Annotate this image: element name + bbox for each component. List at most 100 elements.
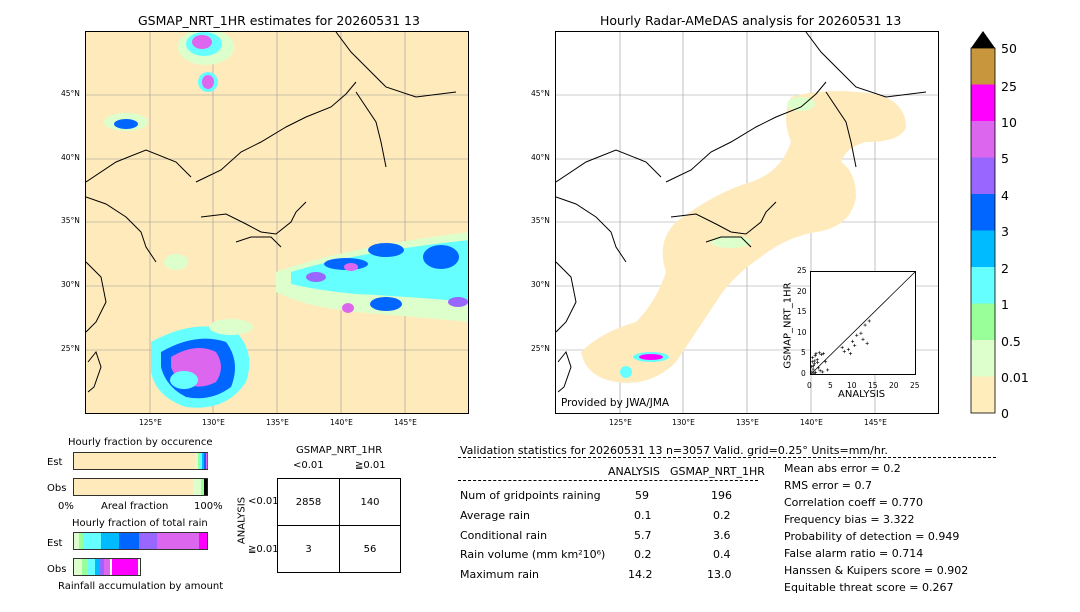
validation-row-analysis: 0.2 [634,548,652,561]
left-lon-tick-130: 130°E [202,418,225,427]
colorbar [970,31,996,414]
scatter-point [810,370,814,374]
validation-header: Validation statistics for 20260531 13 n=… [460,444,888,457]
scatter-plot [809,271,916,375]
right-lon-tick-125: 125°E [609,418,632,427]
scatter-point [840,345,844,350]
contingency-row-axis: ANALYSIS [236,496,248,545]
contingency-cell-hits-none: 2858 [295,497,322,508]
scatter-ytick-10: 10 [797,328,807,337]
colorbar-border [970,47,996,414]
colorbar-segment [971,267,995,304]
validation-row-analysis: 59 [635,489,649,502]
right-map-coastlines [556,32,927,393]
scatter-point [863,323,867,327]
colorbar-segment [971,230,995,267]
right-map-credit: Provided by JWA/JMA [561,397,670,409]
scatter-point [853,343,857,348]
scatter-xtick-25: 25 [910,381,920,390]
scatter-point [815,358,819,362]
validation-header-rule [458,457,996,458]
validation-row-analysis: 5.7 [634,529,652,542]
scatter-inset [809,271,916,375]
scatter-point [811,356,815,360]
fraction-occurrence-title: Hourly fraction by occurence [68,437,213,448]
validation-row-gsmap: 196 [711,489,732,502]
score-correlation: Correlation coeff = 0.770 [784,496,923,509]
right-lat-tick-30: 30°N [531,280,550,289]
left-map [85,31,469,414]
scatter-point [842,349,846,354]
scatter-xtick-0: 0 [807,381,812,390]
left-map-title: GSMAP_NRT_1HR estimates for 20260531 13 [138,13,420,28]
colorbar-segment [971,376,995,413]
scatter-point [851,339,855,343]
scatter-point [867,319,871,323]
total-est-label: Est [47,538,63,549]
colorbar-segments [970,47,996,414]
colorbar-label-50: 50 [1001,41,1017,56]
left-lat-tick-40: 40°N [61,153,80,162]
scatter-point [859,331,863,335]
left-lon-tick-125: 125°E [139,418,162,427]
contingency-col-ge: ≧0.01 [355,460,386,471]
scatter-point [821,352,826,356]
scatter-point [865,341,869,345]
validation-row-gsmap: 13.0 [707,568,732,581]
scatter-point [848,352,853,356]
contingency-col-lt: <0.01 [293,460,324,471]
left-map-grid [86,32,468,413]
scatter-point [809,365,814,369]
left-lon-tick-135: 135°E [266,418,289,427]
validation-col-rule [458,480,758,481]
left-map-rain [104,32,468,408]
scatter-point [861,337,865,341]
scatter-diagonal [810,271,916,375]
scatter-xlabel: ANALYSIS [838,389,886,400]
left-map-coastlines [86,32,457,393]
validation-row-analysis: 0.1 [634,509,652,522]
validation-col-gsmap: GSMAP_NRT_1HR [670,465,765,478]
colorbar-segment [971,84,995,121]
colorbar-label-0-5: 0.5 [1001,334,1021,349]
validation-row-label: Average rain [460,509,530,522]
scatter-point [810,360,814,364]
scatter-point [817,351,821,355]
occurrence-axis-right: 100% [194,501,223,512]
score-pod: Probability of detection = 0.949 [784,530,960,543]
colorbar-label-1: 1 [1001,297,1009,312]
occurrence-obs-label: Obs [47,483,67,494]
colorbar-label-0: 0 [1001,406,1009,421]
scatter-ytick-15: 15 [797,307,807,316]
contingency-title: GSMAP_NRT_1HR [296,445,383,456]
total-obs-label: Obs [47,564,67,575]
scatter-point [812,362,816,366]
scatter-xtick-5: 5 [828,381,833,390]
validation-row-label: Num of gridpoints raining [460,489,601,502]
right-map-canvas [556,32,938,413]
scatter-point [846,347,851,352]
colorbar-segment [971,194,995,231]
left-lat-tick-35: 35°N [61,216,80,225]
right-lat-tick-25: 25°N [531,344,550,353]
scatter-point [813,359,817,363]
colorbar-segment [971,157,995,194]
contingency-row-ge: ≧0.01 [248,544,279,555]
validation-row-gsmap: 3.6 [713,529,731,542]
colorbar-segment [971,303,995,340]
fraction-total-bars [73,532,208,576]
validation-row-label: Conditional rain [460,529,548,542]
scatter-point [855,333,859,337]
left-map-canvas [86,32,468,413]
validation-row-gsmap: 0.2 [713,509,731,522]
scatter-ytick-20: 20 [797,287,807,296]
fraction-occurrence-bars [73,452,208,496]
occurrence-est-label: Est [47,457,63,468]
contingency-cell-hit: 56 [363,544,377,555]
colorbar-segment [971,340,995,377]
colorbar-label-0-01: 0.01 [1001,370,1029,385]
scatter-ytick-0: 0 [801,369,806,378]
scatter-point [826,368,830,372]
scatter-ytick-5: 5 [801,348,806,357]
contingency-cell-false-alarm: 140 [360,497,380,508]
